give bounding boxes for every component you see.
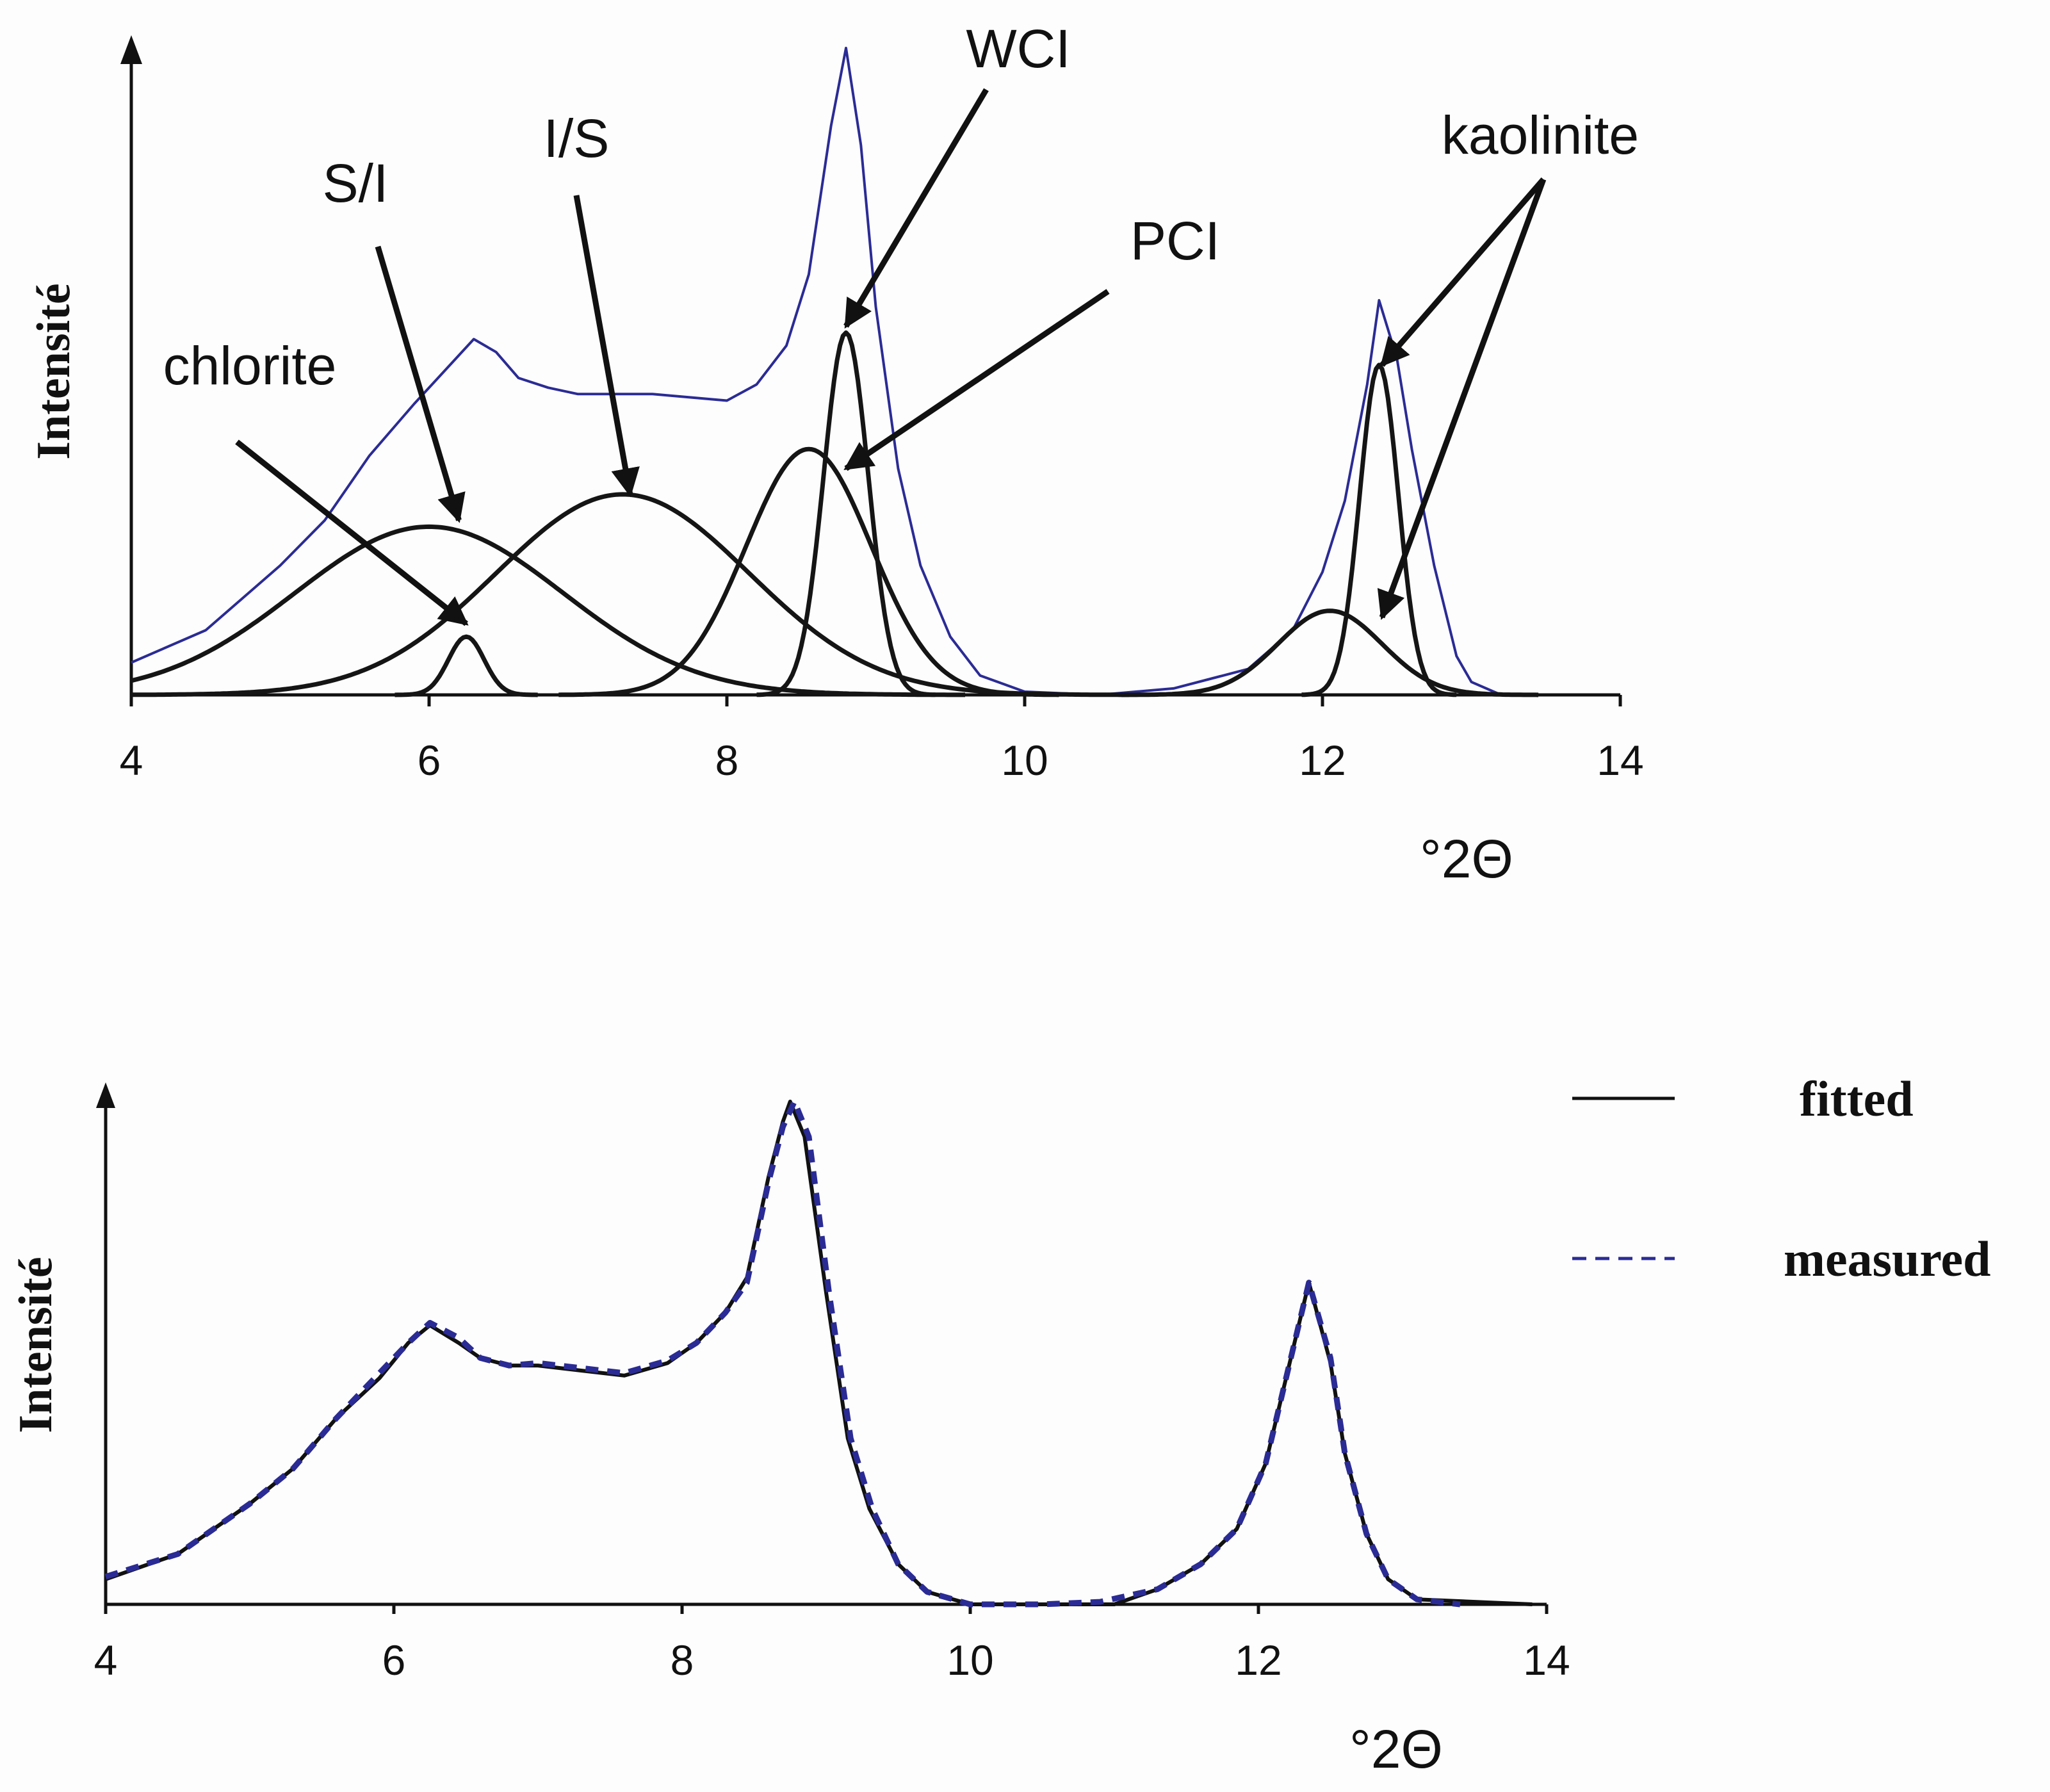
x-tick-label: 6 — [382, 1636, 406, 1684]
series-fitted — [105, 1100, 1533, 1606]
x-axis-label-top: °2Θ — [1420, 829, 1513, 889]
x-tick-label: 8 — [715, 737, 739, 784]
component-kaolinite — [1301, 362, 1457, 697]
y-axis-arrow-top — [120, 35, 142, 64]
annotation-label: chlorite — [163, 336, 337, 396]
series-measured — [104, 1098, 1461, 1608]
x-tick-label: 4 — [94, 1636, 118, 1684]
component-pci — [558, 446, 1059, 697]
annotation-arrow — [375, 245, 466, 523]
x-tick-label: 10 — [1001, 737, 1048, 784]
component-kaolinite — [1121, 608, 1539, 697]
measured-trace — [131, 47, 1502, 696]
component-s-i — [131, 524, 965, 697]
annotation-arrow — [843, 289, 1110, 471]
component-i-s — [131, 492, 1129, 697]
annotation-arrow — [235, 439, 469, 626]
legend-label-measured: measured — [1784, 1231, 1991, 1287]
annotation-label: I/S — [544, 108, 610, 168]
annotation-label: WCI — [966, 19, 1070, 79]
fit-panel: 4 6 8 10 12 14 Intensité °2Θ fitted measured — [10, 1071, 1991, 1779]
component-chlorite — [395, 634, 538, 697]
annotation-label: S/I — [323, 153, 389, 213]
y-axis-arrow-bottom — [96, 1082, 115, 1108]
legend: fitted measured — [1572, 1071, 1991, 1287]
x-axis-label-bottom: °2Θ — [1349, 1719, 1443, 1779]
legend-label-fitted: fitted — [1800, 1071, 1914, 1127]
x-tick-label: 8 — [671, 1636, 694, 1684]
annotation-arrow — [573, 195, 640, 498]
x-tick-label: 14 — [1523, 1636, 1570, 1684]
annotation-arrow — [1377, 178, 1547, 621]
x-tick-label: 6 — [418, 737, 441, 784]
x-tick-label: 12 — [1299, 737, 1346, 784]
y-axis-label-bottom: Intensité — [10, 1257, 62, 1433]
annotation-label: PCI — [1130, 211, 1220, 271]
x-tick-label: 12 — [1235, 1636, 1281, 1684]
annotation-arrow — [1379, 177, 1546, 368]
x-tick-label: 4 — [120, 737, 143, 784]
annotation-arrow — [843, 88, 989, 329]
y-axis-label-top: Intensité — [28, 283, 80, 459]
x-tick-label: 14 — [1597, 737, 1643, 784]
component-wci — [756, 330, 936, 697]
annotation-label: kaolinite — [1442, 105, 1639, 165]
decomposition-panel: 4 6 8 10 12 14 chloriteS/II/SWCIPCIkaolinite … — [28, 19, 1644, 889]
x-tick-label: 10 — [947, 1636, 993, 1684]
